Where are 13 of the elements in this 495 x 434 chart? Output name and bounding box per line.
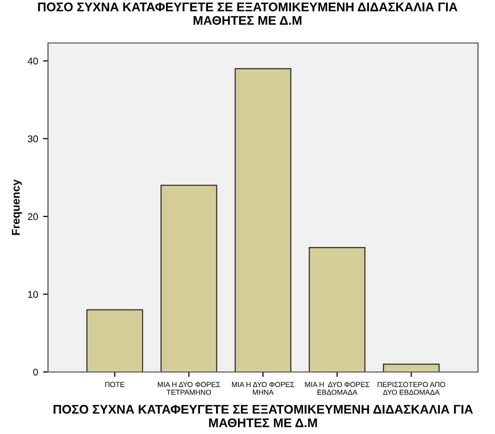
- y-tick-label: 40: [28, 58, 38, 65]
- x-axis-title: ΠΟΣΟ ΣΥΧΝΑ ΚΑΤΑΦΕΥΓΕΤΕ ΣΕ ΕΞΑΤΟΜΙΚΕΥΜΕΝΗ ΔΙΔΑΣΚΑΛΙΑ ΓΙΑ ΜΑΘΗΤΕΣ ΜΕ Δ.Μ: [54, 404, 473, 428]
- chart-title: ΠΟΣΟ ΣΥΧΝΑ ΚΑΤΑΦΕΥΓΕΤΕ ΣΕ ΕΞΑΤΟΜΙΚΕΥΜΕΝΗ ΔΙΔΑΣΚΑΛΙΑ ΓΙΑ ΜΑΘΗΤΕΣ ΜΕ Δ.Μ: [38, 2, 458, 25]
- y-axis-title: Frequency: [12, 179, 22, 235]
- bar: [160, 184, 218, 372]
- y-tick-label: 30: [28, 135, 38, 142]
- y-tick-label: 0: [33, 368, 38, 376]
- bar: [382, 364, 440, 372]
- bar: [234, 68, 292, 372]
- y-tick-label: 10: [28, 290, 38, 298]
- bar: [86, 309, 144, 372]
- bar: [308, 247, 366, 372]
- y-tick-label: 20: [28, 213, 38, 220]
